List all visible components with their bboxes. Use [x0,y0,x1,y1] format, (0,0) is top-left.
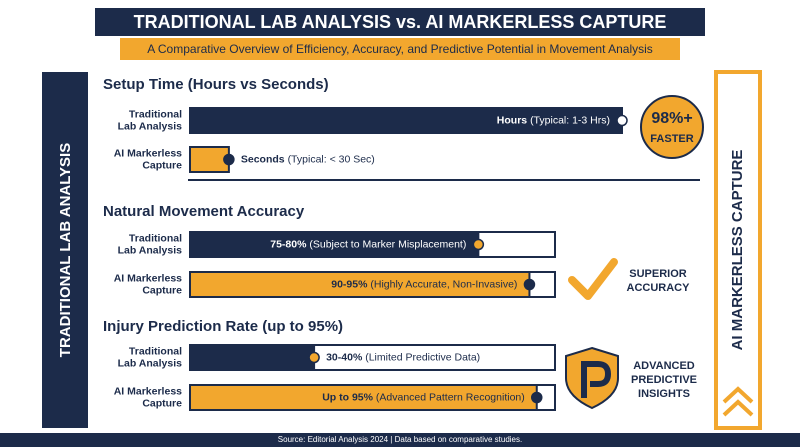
bar-value: 75-80% [270,238,307,250]
badge-text: PREDICTIVE [631,374,697,386]
bar-text: Hours (Typical: 1-3 Hrs) [497,114,610,126]
bar-value: 90-95% [331,278,368,290]
bar-dot [531,391,543,404]
bar-note: (Subject to Marker Misplacement) [309,238,466,250]
section-title: Injury Prediction Rate (up to 95%) [103,318,343,335]
bar-dot [472,238,485,251]
title: TRADITIONAL LAB ANALYSIS vs. AI MARKERLE… [134,12,667,32]
bar-text: Seconds (Typical: < 30 Sec) [241,153,375,165]
footer: Source: Editorial Analysis 2024 | Data b… [278,435,522,444]
bar [189,344,316,371]
row-label: Capture [142,159,182,171]
badge-text: SUPERIOR [629,268,687,280]
bar-note: (Highly Accurate, Non-Invasive) [370,278,517,290]
bar-value: 30-40% [326,351,363,363]
badge-circle [640,95,704,159]
badge-text: FASTER [650,133,693,145]
bar [189,107,623,134]
shield-letter [581,361,612,398]
bar-dot [223,153,235,166]
bar-text: 90-95% (Highly Accurate, Non-Invasive) [331,278,517,290]
bar-dot [616,114,628,127]
subtitle: A Comparative Overview of Efficiency, Ac… [147,42,653,56]
bar [189,146,230,173]
section-title: Setup Time (Hours vs Seconds) [103,76,329,93]
subtitle-banner [120,38,680,60]
check-icon [568,258,618,300]
bar-note: (Typical: 1-3 Hrs) [530,114,610,126]
bar-note: (Advanced Pattern Recognition) [376,391,525,403]
bar-text: 30-40% (Limited Predictive Data) [326,351,480,363]
left-band [42,72,88,428]
badge-text: 98%+ [651,110,692,127]
bar-value: Seconds [241,153,285,165]
bar-note: (Limited Predictive Data) [365,351,480,363]
title-banner [95,8,705,36]
row-label: AI Markerless [114,385,182,397]
left-label: TRADITIONAL LAB ANALYSIS [57,143,74,357]
row-label: Traditional [129,345,182,357]
bar-text: Up to 95% (Advanced Pattern Recognition) [322,391,525,403]
badge-text: ACCURACY [627,282,691,294]
row-label: Traditional [129,232,182,244]
right-label: AI MARKERLESS CAPTURE [729,150,746,351]
bar-value: Hours [497,114,527,126]
footer-band [0,433,800,447]
row-label: AI Markerless [114,272,182,284]
row-label: Traditional [129,108,182,120]
bar-note: (Typical: < 30 Sec) [288,153,375,165]
bar-dot [308,351,320,364]
row-label: Lab Analysis [118,357,183,369]
row-label: Capture [142,284,182,296]
bar-dot [523,278,536,291]
right-band [714,70,762,430]
section-title: Natural Movement Accuracy [103,203,305,220]
chevrons [722,386,754,417]
row-label: AI Markerless [114,147,182,159]
row-label: Lab Analysis [118,244,183,256]
bar-value: Up to 95% [322,391,373,403]
row-label: Capture [142,397,182,409]
badge-text: INSIGHTS [638,388,690,400]
bar [189,271,531,298]
badge-text: ADVANCED [633,360,695,372]
row-label: Lab Analysis [118,120,183,132]
bar-text: 75-80% (Subject to Marker Misplacement) [270,238,466,250]
